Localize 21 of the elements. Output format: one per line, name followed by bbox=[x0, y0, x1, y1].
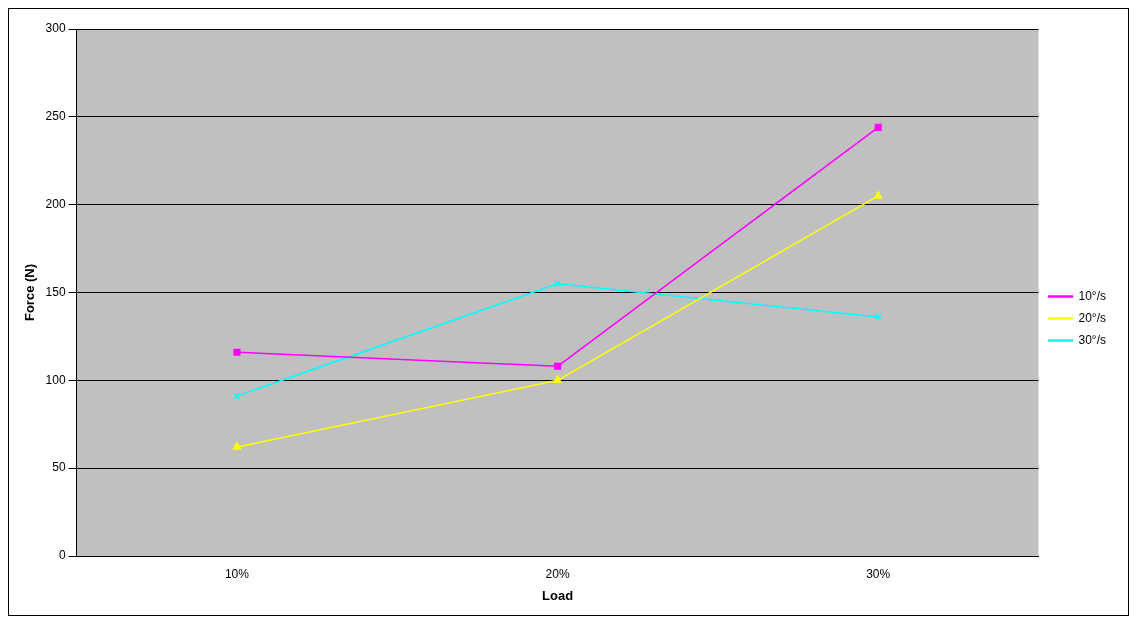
y-tick-label: 300 bbox=[45, 21, 66, 36]
y-axis-title: Force (N) bbox=[22, 263, 38, 322]
y-tick-label: 250 bbox=[45, 109, 66, 124]
y-tick-label: 0 bbox=[58, 548, 66, 563]
legend-label: 10°/s bbox=[1078, 288, 1106, 303]
y-tick-label: 50 bbox=[52, 460, 66, 475]
point bbox=[553, 375, 562, 384]
point bbox=[233, 348, 241, 356]
y-tick-label: 100 bbox=[45, 372, 66, 387]
x-tick-label: 30% bbox=[866, 566, 891, 581]
point bbox=[232, 442, 242, 450]
x-tick-label: 10% bbox=[224, 566, 250, 581]
point bbox=[874, 123, 882, 131]
y-tick-label: 150 bbox=[45, 284, 66, 299]
x-tick-label: 20% bbox=[545, 566, 570, 581]
point bbox=[553, 362, 562, 370]
point bbox=[873, 191, 883, 199]
legend-label: 20°/s bbox=[1078, 310, 1106, 325]
y-tick-label: 200 bbox=[45, 196, 66, 211]
legend-label: 30°/s bbox=[1078, 332, 1106, 347]
x-axis-title: Load bbox=[542, 587, 574, 603]
